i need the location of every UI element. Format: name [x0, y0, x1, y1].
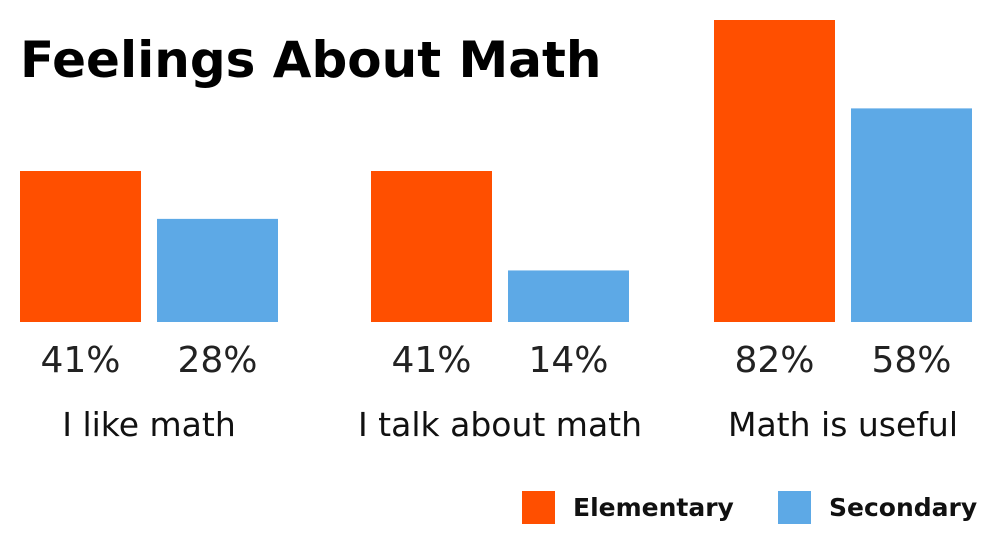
bars-group — [20, 20, 972, 322]
chart-title: Feelings About Math — [20, 31, 602, 89]
value-label-elementary-i-talk-about-math: 41% — [391, 340, 471, 381]
value-label-secondary-math-is-useful: 58% — [871, 340, 951, 381]
bar-elementary-i-like-math — [20, 171, 141, 322]
category-label-i-talk-about-math: I talk about math — [358, 405, 642, 444]
legend: Elementary Secondary — [522, 491, 977, 524]
category-label-i-like-math: I like math — [62, 405, 236, 444]
value-label-secondary-i-talk-about-math: 14% — [528, 340, 608, 381]
bar-elementary-i-talk-about-math — [371, 171, 492, 322]
category-labels-group: I like math I talk about math Math is usef… — [62, 405, 958, 444]
bar-secondary-math-is-useful — [851, 108, 972, 322]
value-labels-group: 41% 28% 41% 14% 82% 58% — [40, 340, 951, 381]
bar-elementary-math-is-useful — [714, 20, 835, 322]
legend-label-elementary: Elementary — [573, 493, 734, 522]
value-label-secondary-i-like-math: 28% — [177, 340, 257, 381]
legend-swatch-elementary — [522, 491, 555, 524]
value-label-elementary-math-is-useful: 82% — [734, 340, 814, 381]
legend-swatch-secondary — [778, 491, 811, 524]
value-label-elementary-i-like-math: 41% — [40, 340, 120, 381]
legend-label-secondary: Secondary — [829, 493, 977, 522]
bar-secondary-i-like-math — [157, 218, 278, 322]
bar-secondary-i-talk-about-math — [508, 270, 629, 322]
category-label-math-is-useful: Math is useful — [728, 405, 958, 444]
